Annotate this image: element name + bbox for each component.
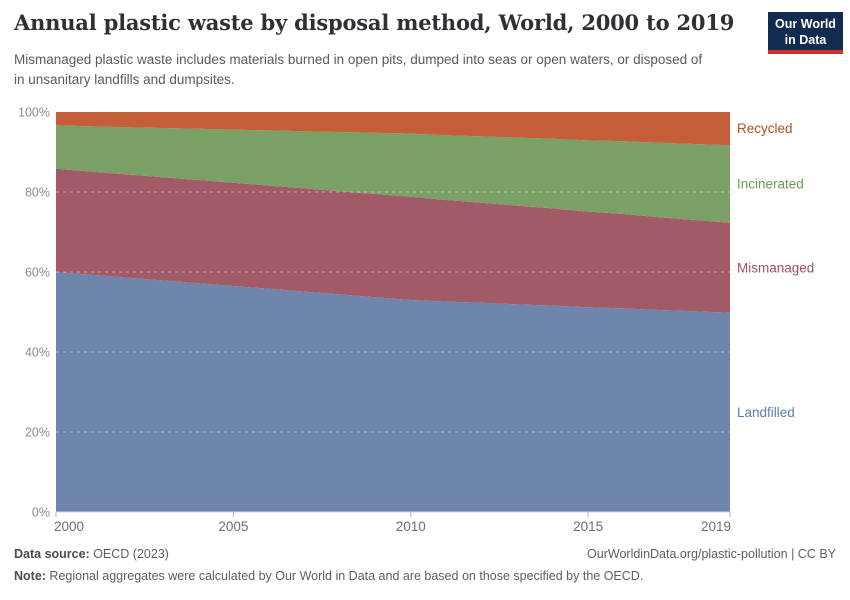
x-tick-label-2015: 2015 xyxy=(573,519,603,534)
series-label-incinerated[interactable]: Incinerated xyxy=(737,177,804,192)
series-label-mismanaged[interactable]: Mismanaged xyxy=(737,260,814,275)
area-landfilled[interactable] xyxy=(56,272,730,512)
area-incinerated[interactable] xyxy=(56,125,730,223)
stacked-area-chart: 0% 20% 40% 60% 80% 100% 2000 2005 2010 2015 2019 La… xyxy=(18,106,814,535)
owid-logo-line1: Our World xyxy=(775,17,836,31)
series-label-landfilled[interactable]: Landfilled xyxy=(737,405,795,420)
series-label-recycled[interactable]: Recycled xyxy=(737,121,793,136)
y-tick-label-40: 40% xyxy=(25,346,50,360)
x-tick-label-2000: 2000 xyxy=(54,519,84,534)
x-tick-label-2019: 2019 xyxy=(701,519,731,534)
x-tick-label-2005: 2005 xyxy=(218,519,248,534)
area-recycled[interactable] xyxy=(56,112,730,146)
x-tick-label-2010: 2010 xyxy=(396,519,426,534)
chart-note: Note: Regional aggregates were calculate… xyxy=(14,568,836,584)
area-mismanaged[interactable] xyxy=(56,168,730,313)
y-tick-label-20: 20% xyxy=(25,426,50,440)
y-tick-label-0: 0% xyxy=(32,506,50,520)
owid-logo-line2: in Data xyxy=(784,33,827,47)
note-value: Regional aggregates were calculated by O… xyxy=(45,569,644,583)
note-label: Note: xyxy=(14,569,46,583)
y-tick-label-100: 100% xyxy=(18,106,50,120)
y-tick-label-60: 60% xyxy=(25,266,50,280)
data-source-value: OECD (2023) xyxy=(89,547,169,561)
citation-link[interactable]: OurWorldinData.org/plastic-pollution | C… xyxy=(587,547,836,561)
chart-subtitle: Mismanaged plastic waste includes materi… xyxy=(14,52,703,87)
chart-footer: Data source: OECD (2023) OurWorldinData.… xyxy=(14,546,836,584)
data-source: Data source: OECD (2023) xyxy=(14,546,169,562)
y-tick-label-80: 80% xyxy=(25,186,50,200)
page-title: Annual plastic waste by disposal method,… xyxy=(14,10,735,35)
owid-logo[interactable]: Our World in Data xyxy=(768,12,843,54)
data-source-label: Data source: xyxy=(14,547,90,561)
